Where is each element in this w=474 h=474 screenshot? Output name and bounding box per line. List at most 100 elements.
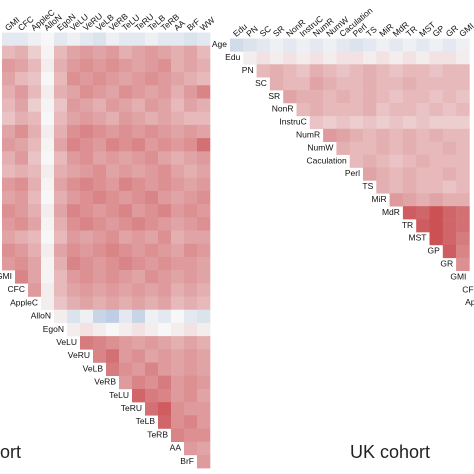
heatmap-cell [184,138,198,152]
heatmap-cell [119,164,133,178]
heatmap-cell [184,177,198,192]
heatmap-cell [93,58,107,73]
heatmap-cell [15,230,29,244]
heatmap-cell [80,45,94,60]
heatmap-cell [184,428,198,442]
heatmap-cell [184,256,198,271]
heatmap-cell [402,64,417,78]
heatmap-cell [456,219,470,233]
heatmap-cell [132,45,146,60]
heatmap-cell [184,98,198,112]
heatmap-cell [429,167,444,181]
heatmap-cell [442,193,457,207]
heatmap-cell [158,309,172,324]
heatmap-cell [119,204,133,218]
heatmap-cell [67,85,81,99]
heatmap-cell [416,219,430,233]
heatmap-cell [106,256,120,271]
heatmap-cell [67,164,81,178]
heatmap-cell [106,204,120,218]
heatmap-cell [119,243,133,258]
y-tick-label: Caculation [307,155,347,165]
heatmap-cell [132,151,146,165]
heatmap-cell [197,322,211,337]
heatmap-cell [456,244,470,259]
heatmap-cell [80,72,94,86]
heatmap-cell [429,103,444,117]
heatmap-cell [80,270,94,284]
heatmap-cell [456,257,470,271]
heatmap-cell [145,190,159,205]
heatmap-cell [67,283,81,297]
heatmap-cell [145,217,159,231]
heatmap-cell [389,180,404,194]
heatmap-cell [197,124,211,139]
heatmap-cell [132,217,146,231]
heatmap-cell [28,98,42,112]
heatmap-cell [132,362,146,376]
heatmap-cell [145,388,159,403]
heatmap-cell [80,164,94,178]
heatmap-cell [93,349,107,363]
heatmap-cell [132,256,146,271]
heatmap-cell [80,124,94,139]
heatmap-cell [456,51,470,65]
heatmap-cell [158,349,172,363]
heatmap-cell [158,124,172,139]
heatmap-cell [41,283,55,297]
y-tick-label: BrF [180,456,194,466]
heatmap-cell [296,38,311,52]
heatmap-cell [197,32,211,46]
heatmap-cell [119,362,133,376]
heatmap-cell [269,38,284,52]
y-tick-label: GMI [450,271,466,281]
heatmap-cell [28,190,42,205]
heatmap-cell [2,177,16,192]
heatmap-cell [171,270,185,284]
heatmap-cell [67,72,81,86]
heatmap-cell [67,45,81,60]
heatmap-cell [67,177,81,192]
heatmap-cell [171,164,185,178]
heatmap-cell [80,322,94,337]
heatmap-cell [15,204,29,218]
heatmap-cell [171,375,185,390]
heatmap-cell [402,77,417,91]
heatmap-cell [349,38,364,52]
heatmap-cell [119,124,133,139]
y-tick-label: MiR [371,194,386,204]
heatmap-cell [197,58,211,73]
heatmap-cell [442,115,457,130]
y-tick-label: SR [268,91,280,101]
heatmap-cell [15,256,29,271]
heatmap-cell [41,296,55,310]
heatmap-cell [184,388,198,403]
heatmap-cell [158,111,172,126]
y-tick-label: VeLB [83,363,104,373]
heatmap-cell [309,64,324,78]
heatmap-cell [402,206,417,220]
heatmap-cell [2,164,16,178]
heatmap-cell [67,98,81,112]
heatmap-cell [132,309,146,324]
heatmap-cell [54,85,68,99]
heatmap-cell [2,138,16,152]
heatmap-cell [80,336,94,350]
heatmap-cell [184,441,198,456]
heatmap-cell [442,180,457,194]
heatmap-cell [184,349,198,363]
heatmap-cell [243,38,257,52]
heatmap-cell [28,72,42,86]
heatmap-cell [184,151,198,165]
heatmap-cell [158,72,172,86]
heatmap-cell [296,64,311,78]
y-tick-label: TeRU [121,403,142,413]
heatmap-cell [119,309,133,324]
heatmap-cell [158,256,172,271]
heatmap-cell [119,336,133,350]
heatmap-cell [158,58,172,73]
heatmap-cell [456,206,470,220]
heatmap-cell [54,243,68,258]
y-tick-label: NonR [272,104,294,114]
